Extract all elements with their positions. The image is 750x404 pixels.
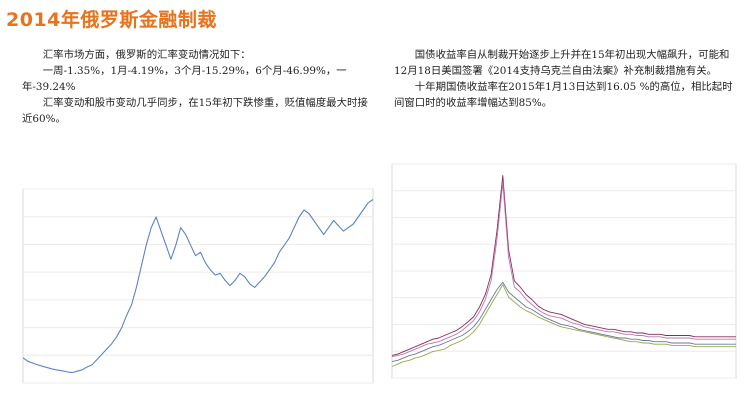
series-line-1: [22, 198, 374, 374]
fx-intro-text: 汇率市场方面，俄罗斯的汇率变动情况如下：: [42, 49, 251, 61]
fx-rate-chart-svg: [22, 188, 374, 384]
right-text-block: 国债收益率自从制裁开始逐步上升并在15年初出现大幅飙升，可能和12月18日美国签…: [394, 47, 740, 111]
fx-changes-text: 一周-1.35%，1月-4.19%，3个月-15.29%，6个月-46.99%，…: [22, 65, 347, 93]
bond-yield-chart-svg: [391, 163, 737, 379]
fx-rate-chart: [17, 183, 379, 395]
bond-peak-text: 十年期国债收益率在2015年1月13日达到16.05 %的高位，相比起时间窗口时…: [394, 81, 733, 109]
series-line-3: [391, 284, 736, 367]
bond-intro-text: 国债收益率自从制裁开始逐步上升并在15年初出现大幅飙升，可能和12月18日美国签…: [394, 49, 730, 77]
plot-area: [22, 188, 374, 384]
fx-summary-text: 汇率变动和股市变动几乎同步，在15年初下跌惨重，贬值幅度最大时接近60%。: [22, 97, 368, 125]
series-line-2: [391, 182, 736, 358]
bond-yield-chart: [386, 158, 742, 398]
left-text-block: 汇率市场方面，俄罗斯的汇率变动情况如下： 一周-1.35%，1月-4.19%，3…: [22, 47, 374, 127]
series-line-4: [391, 281, 736, 363]
page-title: 2014年俄罗斯金融制裁: [6, 9, 217, 31]
series-line-1: [391, 175, 736, 356]
